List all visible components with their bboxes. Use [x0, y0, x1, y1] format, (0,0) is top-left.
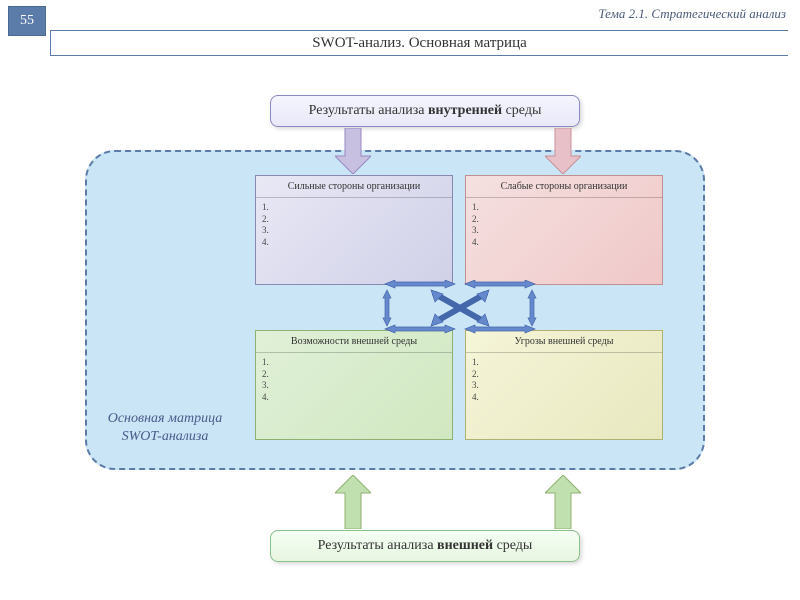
weaknesses-title: Слабые стороны организации: [466, 176, 662, 198]
weaknesses-items: 1. 2. 3. 4.: [466, 198, 662, 253]
opportunities-items: 1. 2. 3. 4.: [256, 353, 452, 408]
arrow-up-to-opportunities: [335, 475, 371, 529]
top-callout-prefix: Результаты анализа: [309, 103, 428, 118]
matrix-caption: Основная матрица SWOT-анализа: [100, 410, 230, 446]
strengths-title: Сильные стороны организации: [256, 176, 452, 198]
threats-items: 1. 2. 3. 4.: [466, 353, 662, 408]
quadrant-opportunities: Возможности внешней среды 1. 2. 3. 4.: [255, 330, 453, 440]
bottom-callout-suffix: среды: [493, 538, 532, 553]
top-callout-suffix: среды: [502, 103, 541, 118]
strengths-items: 1. 2. 3. 4.: [256, 198, 452, 253]
arrow-up-to-threats: [545, 475, 581, 529]
top-callout: Результаты анализа внутренней среды: [270, 95, 580, 127]
topic-label: Тема 2.1. Стратегический анализ: [598, 6, 786, 22]
center-cross-arrows: [375, 280, 545, 335]
page-number-badge: 55: [8, 6, 46, 36]
quadrant-weaknesses: Слабые стороны организации 1. 2. 3. 4.: [465, 175, 663, 285]
page-title: SWOT-анализ. Основная матрица: [50, 30, 788, 56]
arrow-down-to-strengths: [335, 128, 371, 174]
top-callout-bold: внутренней: [428, 103, 502, 118]
bottom-callout: Результаты анализа внешней среды: [270, 530, 580, 562]
quadrant-threats: Угрозы внешней среды 1. 2. 3. 4.: [465, 330, 663, 440]
arrow-down-to-weaknesses: [545, 128, 581, 174]
bottom-callout-prefix: Результаты анализа: [318, 538, 437, 553]
quadrant-strengths: Сильные стороны организации 1. 2. 3. 4.: [255, 175, 453, 285]
bottom-callout-bold: внешней: [437, 538, 493, 553]
